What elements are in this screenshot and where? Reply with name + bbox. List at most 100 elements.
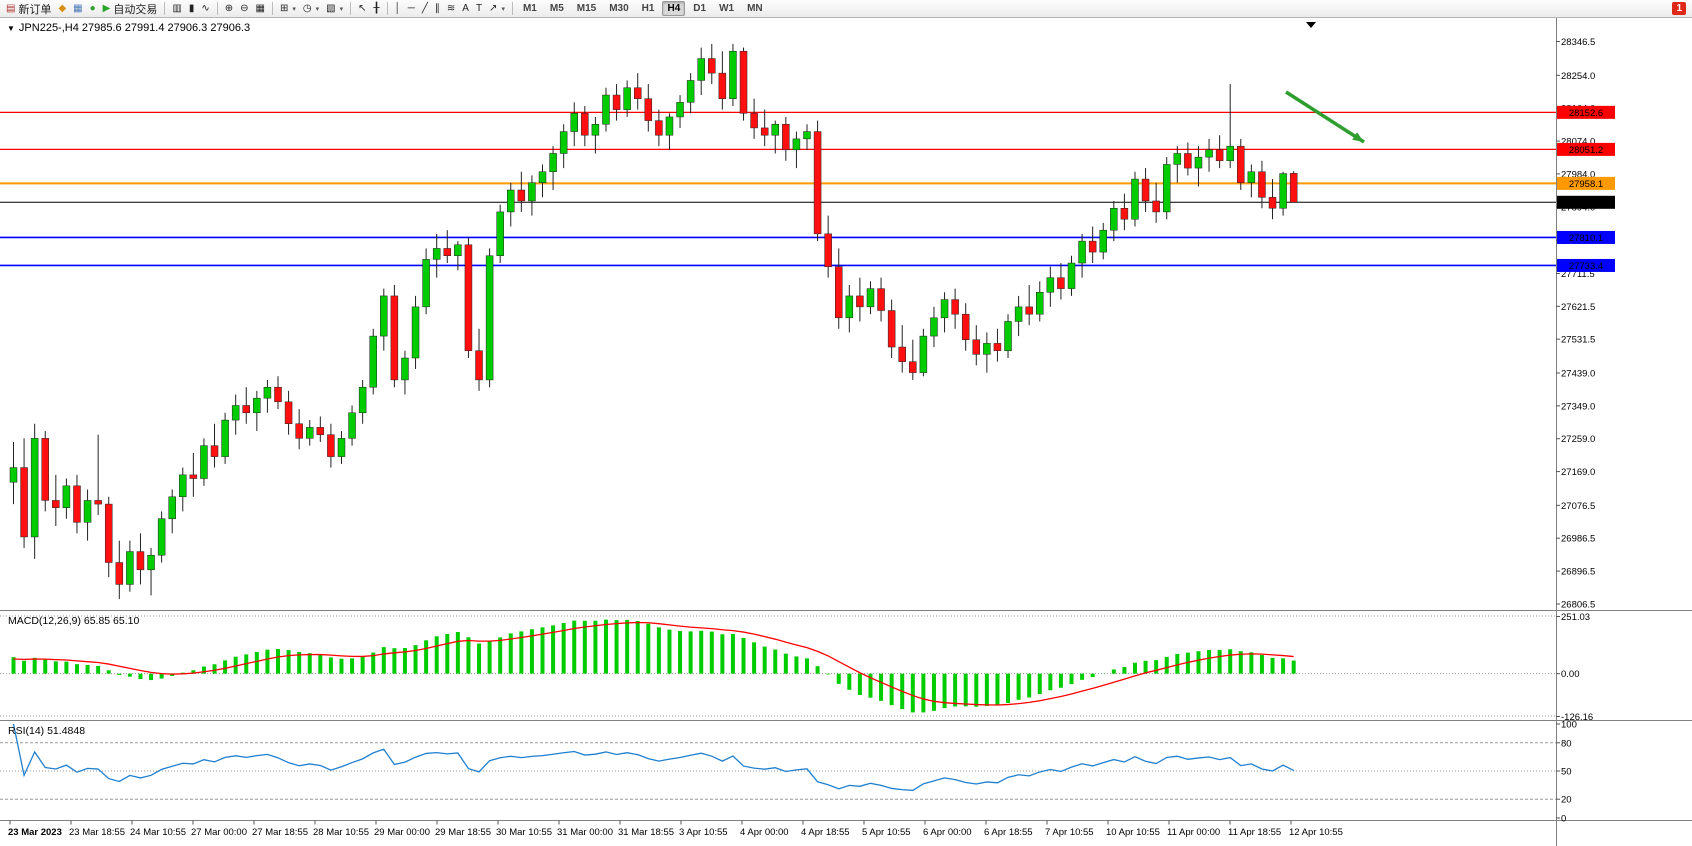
rsi-indicator-label: RSI(14) 51.4848 bbox=[8, 725, 86, 737]
svg-text:26806.5: 26806.5 bbox=[1561, 599, 1595, 610]
line-chart-icon: ∿ bbox=[201, 2, 210, 14]
svg-text:31 Mar 00:00: 31 Mar 00:00 bbox=[557, 827, 613, 838]
toolbar-separator bbox=[216, 2, 218, 15]
timeframe-m1[interactable]: M1 bbox=[522, 3, 537, 14]
toolbar-separator bbox=[511, 2, 513, 15]
zoom-out-icon: ⊖ bbox=[240, 2, 249, 14]
zoom-in-icon[interactable]: ⊕ bbox=[222, 1, 236, 17]
text-label-icon[interactable]: T bbox=[473, 1, 485, 17]
svg-text:28051.2: 28051.2 bbox=[1569, 145, 1603, 156]
svg-text:28152.6: 28152.6 bbox=[1569, 108, 1603, 119]
timeframe-mn[interactable]: MN bbox=[747, 3, 763, 14]
svg-text:29 Mar 00:00: 29 Mar 00:00 bbox=[374, 827, 430, 838]
new-chart-icon: ⊞ bbox=[279, 2, 289, 14]
text-icon[interactable]: A bbox=[459, 1, 472, 17]
svg-text:27349.0: 27349.0 bbox=[1561, 401, 1595, 412]
timeframe-h4[interactable]: H4 bbox=[662, 1, 686, 16]
candlestick-chart-icon: ▮ bbox=[188, 2, 195, 14]
channel-icon[interactable]: ∥ bbox=[432, 1, 443, 17]
panel-frame bbox=[0, 18, 1692, 846]
periods-icon[interactable]: ◷ ▾ bbox=[300, 1, 322, 17]
symbol-dropdown-icon[interactable]: ▼ bbox=[7, 23, 15, 33]
svg-text:27169.0: 27169.0 bbox=[1561, 467, 1595, 478]
crosshair-icon[interactable]: ╂ bbox=[370, 1, 382, 17]
svg-text:26896.5: 26896.5 bbox=[1561, 567, 1595, 578]
svg-text:4 Apr 18:55: 4 Apr 18:55 bbox=[801, 827, 850, 838]
svg-text:4 Apr 00:00: 4 Apr 00:00 bbox=[740, 827, 789, 838]
zoom-out-icon[interactable]: ⊖ bbox=[237, 1, 251, 17]
svg-text:27711.5: 27711.5 bbox=[1561, 269, 1595, 280]
timeframe-m15[interactable]: M15 bbox=[576, 3, 597, 14]
svg-text:27810.1: 27810.1 bbox=[1569, 233, 1603, 244]
new-chart-icon[interactable]: ⊞ ▾ bbox=[277, 1, 299, 17]
svg-text:27076.5: 27076.5 bbox=[1561, 501, 1595, 512]
svg-text:0.00: 0.00 bbox=[1561, 669, 1580, 680]
bar-chart-icon[interactable]: ▥ bbox=[169, 1, 184, 17]
tile-windows-icon[interactable]: ▦ bbox=[253, 1, 268, 17]
svg-text:0: 0 bbox=[1561, 814, 1566, 825]
macd-indicator-panel[interactable]: 251.03 0.00 -126.16 bbox=[0, 612, 1593, 723]
market-watch-icon[interactable]: ◆ bbox=[55, 1, 69, 17]
timeframe-d1[interactable]: D1 bbox=[693, 3, 707, 14]
time-axis[interactable]: 23 Mar 2023 23 Mar 18:55 24 Mar 10:55 27 Ma… bbox=[8, 820, 1343, 839]
timeframe-h1[interactable]: H1 bbox=[641, 3, 655, 14]
rsi-indicator-panel[interactable]: 100 80 50 20 0 bbox=[0, 720, 1577, 825]
timeframe-m30[interactable]: M30 bbox=[609, 3, 629, 14]
svg-text:11 Apr 18:55: 11 Apr 18:55 bbox=[1228, 827, 1281, 838]
price-axis[interactable]: 28346.528254.028164.028074.027984.027894… bbox=[1556, 37, 1595, 610]
trend-arrow-annotation[interactable] bbox=[1285, 90, 1365, 144]
main-chart[interactable]: 28346.528254.028164.028074.027984.027894… bbox=[0, 18, 1692, 846]
timeframe-m5[interactable]: M5 bbox=[549, 3, 564, 14]
toolbar-separator bbox=[271, 2, 273, 15]
svg-text:27439.0: 27439.0 bbox=[1561, 368, 1595, 379]
horizontal-line-icon[interactable]: ─ bbox=[405, 1, 418, 17]
svg-text:23 Mar 18:55: 23 Mar 18:55 bbox=[69, 827, 125, 838]
new-order-button-label: 新订单 bbox=[18, 3, 52, 16]
autotrading-button[interactable]: ▶ 自动交易 bbox=[100, 1, 161, 17]
navigator-icon[interactable]: ● bbox=[87, 1, 99, 17]
chart-shift-marker[interactable] bbox=[1306, 22, 1316, 28]
svg-text:28 Mar 10:55: 28 Mar 10:55 bbox=[313, 827, 369, 838]
svg-text:6 Apr 18:55: 6 Apr 18:55 bbox=[984, 827, 1033, 838]
periods-icon: ◷ bbox=[302, 2, 312, 14]
vertical-line-icon[interactable]: │ bbox=[392, 1, 404, 17]
line-chart-icon[interactable]: ∿ bbox=[198, 1, 212, 17]
svg-text:12 Apr 10:55: 12 Apr 10:55 bbox=[1289, 827, 1343, 838]
horizontal-line-icon: ─ bbox=[407, 2, 415, 14]
svg-text:28074.0: 28074.0 bbox=[1561, 137, 1595, 148]
new-order-button[interactable]: ▤ 新订单 bbox=[3, 1, 54, 17]
data-window-icon[interactable]: ▦ bbox=[70, 1, 85, 17]
tile-windows-icon: ▦ bbox=[255, 2, 265, 14]
svg-text:100: 100 bbox=[1561, 720, 1577, 731]
svg-text:11 Apr 00:00: 11 Apr 00:00 bbox=[1167, 827, 1220, 838]
toolbar-separator bbox=[386, 2, 388, 15]
timeframe-w1[interactable]: W1 bbox=[719, 3, 735, 14]
bar-chart-icon: ▥ bbox=[172, 2, 182, 14]
svg-text:27958.1: 27958.1 bbox=[1569, 179, 1603, 190]
chart-title: ▼ JPN225-,H4 27985.6 27991.4 27906.3 279… bbox=[7, 22, 250, 34]
template-icon[interactable]: ▧ ▾ bbox=[323, 1, 346, 17]
arrow-tools-icon[interactable]: ↗ ▾ bbox=[486, 1, 508, 17]
svg-text:5 Apr 10:55: 5 Apr 10:55 bbox=[862, 827, 911, 838]
svg-text:30 Mar 10:55: 30 Mar 10:55 bbox=[496, 827, 552, 838]
channel-icon: ∥ bbox=[434, 2, 440, 14]
fibonacci-icon[interactable]: ≋ bbox=[444, 1, 458, 17]
svg-text:20: 20 bbox=[1561, 795, 1572, 806]
svg-text:26986.5: 26986.5 bbox=[1561, 534, 1595, 545]
zoom-in-icon: ⊕ bbox=[224, 2, 234, 14]
svg-text:27 Mar 00:00: 27 Mar 00:00 bbox=[191, 827, 247, 838]
notification-badge[interactable]: 1 bbox=[1672, 2, 1686, 15]
trendline-icon: ╱ bbox=[421, 2, 428, 14]
svg-text:7 Apr 10:55: 7 Apr 10:55 bbox=[1045, 827, 1094, 838]
price-badges: 28152.6 28051.2 27958.1 27810.1 27733.4 27906… bbox=[1557, 105, 1615, 272]
svg-text:6 Apr 00:00: 6 Apr 00:00 bbox=[923, 827, 972, 838]
svg-text:23 Mar 2023: 23 Mar 2023 bbox=[8, 827, 62, 838]
chart-window[interactable]: 28346.528254.028164.028074.027984.027894… bbox=[0, 18, 1692, 846]
candlestick-series[interactable] bbox=[9, 43, 1298, 600]
dropdown-caret-icon: ▾ bbox=[292, 5, 296, 13]
cursor-icon[interactable]: ↖ bbox=[355, 1, 369, 17]
vertical-line-icon: │ bbox=[394, 2, 401, 14]
trendline-icon[interactable]: ╱ bbox=[419, 1, 431, 17]
candlestick-chart-icon[interactable]: ▮ bbox=[186, 1, 198, 17]
svg-text:27906.3: 27906.3 bbox=[1569, 198, 1603, 209]
